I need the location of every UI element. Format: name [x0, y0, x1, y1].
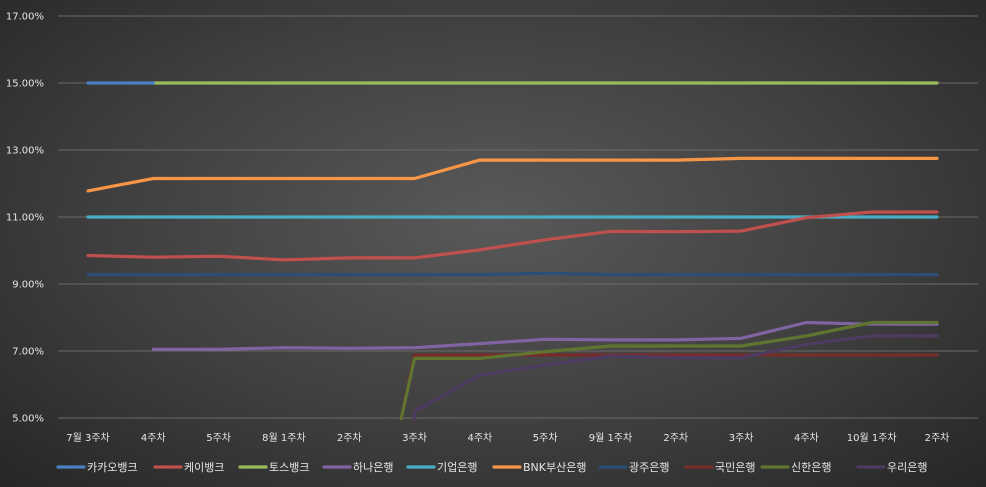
x-tick-label: 4주차 [794, 432, 819, 444]
x-tick-label: 2주차 [663, 432, 688, 444]
legend: 카카오뱅크 케이뱅크 토스뱅크 하나은행 기업은행 BNK부산은행 광주은행 국민은행 신한은행… [56, 460, 927, 474]
series-line [86, 210, 939, 262]
series-line [412, 334, 939, 420]
x-tick-label: 3주차 [402, 432, 427, 444]
x-tick-label: 5주차 [533, 432, 558, 444]
series-lines [86, 81, 939, 420]
legend-label: 케이뱅크 [184, 461, 224, 474]
series-line [86, 271, 939, 277]
series-line [86, 156, 939, 193]
series-line [151, 320, 939, 351]
legend-label: 기업은행 [437, 461, 477, 474]
x-tick-label: 8월 1주차 [262, 432, 306, 444]
legend-label: BNK부산은행 [523, 461, 586, 474]
y-tick-label: 7.00% [12, 347, 44, 358]
x-tick-label: 2주차 [925, 432, 950, 444]
legend-label: 신한은행 [791, 461, 831, 474]
x-tick-label: 3주차 [729, 432, 754, 444]
y-tick-label: 13.00% [6, 146, 44, 157]
x-tick-label: 9월 1주차 [589, 432, 633, 444]
x-tick-label: 7월 3주차 [66, 432, 110, 444]
y-axis-ticks: 5.00% 7.00% 9.00% 11.00% 13.00% 15.00% 17.00% [6, 12, 44, 425]
series-line [399, 320, 939, 420]
y-tick-label: 9.00% [12, 280, 44, 291]
legend-label: 우리은행 [887, 461, 927, 474]
y-tick-label: 5.00% [12, 414, 44, 425]
legend-label: 카카오뱅크 [87, 461, 138, 474]
x-tick-label: 2주차 [337, 432, 362, 444]
series-line [399, 353, 939, 420]
y-tick-label: 15.00% [6, 79, 44, 90]
x-tick-label: 10월 1주차 [847, 432, 897, 444]
x-tick-label: 5주차 [206, 432, 231, 444]
legend-label: 하나은행 [353, 460, 393, 474]
y-tick-label: 17.00% [6, 12, 44, 23]
legend-label: 토스뱅크 [269, 461, 309, 474]
legend-label: 광주은행 [629, 461, 669, 474]
y-tick-label: 11.00% [6, 213, 44, 224]
x-axis-ticks: 7월 3주차 4주차 5주차 8월 1주차 2주차 3주차 4주차 5주차 9월 1주차 2주차 3… [66, 432, 949, 444]
legend-label: 국민은행 [715, 461, 755, 474]
x-tick-label: 4주차 [141, 432, 166, 444]
x-tick-label: 4주차 [467, 432, 492, 444]
